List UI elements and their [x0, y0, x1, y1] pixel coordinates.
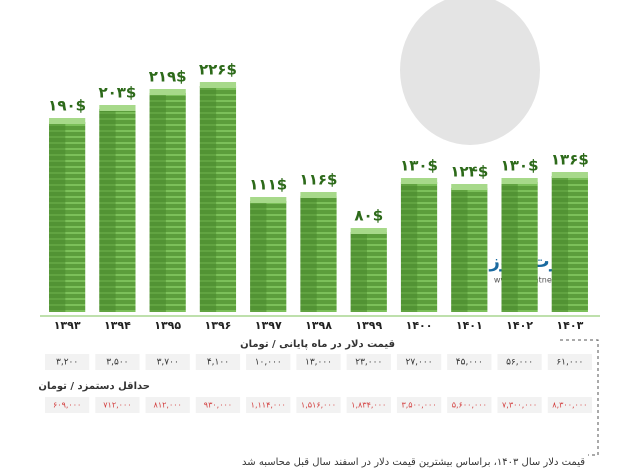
value-label: ۲۱۹$: [149, 68, 187, 86]
cell-bg: [447, 354, 492, 370]
bar-side: [199, 86, 217, 312]
cell-bg: [246, 354, 291, 370]
bar-top: [199, 82, 237, 88]
dashed-frame: [560, 339, 599, 456]
table-cell: ۵۶,۰۰۰: [506, 358, 533, 368]
value-label: ۱۲۴$: [450, 163, 488, 181]
table-cell: ۶۱,۰۰۰: [556, 358, 583, 368]
x-tick-label: ۱۳۹۴: [104, 319, 131, 332]
cell-bg: [396, 354, 442, 370]
table-cell: ۳,۷۰۰: [157, 358, 179, 368]
bar-side: [451, 188, 468, 312]
bar-top: [49, 118, 86, 124]
x-tick-label: ۱۳۹۷: [255, 319, 282, 332]
table-cell: ۷۱۲,۰۰۰: [103, 401, 131, 410]
background-image: [400, 0, 540, 145]
row-label: قیمت دلار در ماه پایانی / تومان: [240, 339, 395, 350]
table-cell: ۱,۸۳۴,۰۰۰: [351, 401, 386, 410]
x-tick-label: ۱۴۰۳: [556, 319, 583, 332]
table-cell: ۳,۲۰۰: [56, 358, 78, 368]
table-cell: ۴۵,۰۰۰: [456, 358, 483, 368]
table-cell: ۷,۳۰۰,۰۰۰: [502, 401, 537, 410]
table-cell: ۸۱۲,۰۰۰: [154, 401, 182, 410]
bar-top: [551, 172, 588, 178]
table-cell: ۶۰۹,۰۰۰: [53, 401, 81, 410]
x-tick-label: ۱۳۹۹: [355, 319, 382, 332]
x-tick-label: ۱۴۰۲: [506, 319, 533, 332]
table-cell: ۲۷,۰۰۰: [406, 358, 433, 368]
value-label: ۱۳۰$: [501, 157, 539, 175]
cell-bg: [246, 397, 291, 413]
x-tick-label: ۱۳۹۳: [54, 319, 81, 332]
x-tick-label: ۱۴۰۱: [456, 319, 483, 332]
cell-bg: [95, 354, 140, 370]
cell-bg: [497, 354, 542, 370]
cell-bg: [195, 397, 241, 413]
bar-side: [49, 122, 66, 312]
bar-side: [300, 196, 317, 312]
value-label: ۲۲۶$: [199, 61, 237, 79]
value-label: ۸۰$: [354, 207, 383, 225]
bar-top: [250, 197, 287, 203]
bar-top: [400, 178, 438, 184]
row-label: حداقل دستمزد / تومان: [38, 381, 150, 392]
footnote: قیمت دلار سال ۱۴۰۳، براساس بیشترین قیمت …: [242, 457, 585, 468]
bar-side: [350, 232, 367, 312]
cell-bg: [45, 354, 90, 370]
bar-side: [501, 182, 518, 312]
table-cell: ۳,۵۰۰: [106, 358, 128, 368]
value-label: ۱۱۱$: [249, 176, 287, 194]
x-tick-label: ۱۳۹۸: [305, 319, 332, 332]
bar-side: [99, 109, 116, 312]
cell-bg: [45, 397, 90, 413]
table-cell: ۲۳,۰۰۰: [355, 358, 382, 368]
bar-top: [350, 228, 387, 234]
cell-bg: [396, 397, 442, 413]
logo-url: www.tejaratnews.com: [494, 276, 582, 285]
cell-bg: [95, 397, 140, 413]
x-tick-label: ۱۳۹۵: [154, 319, 181, 332]
cell-bg: [195, 354, 241, 370]
bar-top: [149, 89, 186, 95]
cell-bg: [346, 354, 391, 370]
table-cell: ۸,۳۰۰,۰۰۰: [552, 401, 587, 410]
bar-top: [300, 192, 337, 198]
cell-bg: [296, 354, 341, 370]
bar-top: [99, 105, 136, 111]
table-cell: ۱,۱۱۴,۰۰۰: [251, 401, 286, 410]
value-label: ۱۹۰$: [48, 97, 86, 115]
x-tick-label: ۱۳۹۶: [205, 319, 232, 332]
value-label: ۱۳۰$: [400, 157, 438, 175]
cell-bg: [547, 354, 592, 370]
bar-side: [250, 201, 267, 312]
table-cell: ۱,۵۱۶,۰۰۰: [301, 401, 336, 410]
cell-bg: [547, 397, 592, 413]
x-tick-label: ۱۴۰۰: [406, 319, 433, 332]
cell-bg: [145, 354, 190, 370]
value-label: ۱۳۶$: [551, 151, 589, 169]
cell-bg: [145, 397, 190, 413]
bar-side: [400, 182, 418, 312]
table-cell: ۱۳,۰۰۰: [305, 358, 332, 368]
bar-side: [551, 176, 569, 312]
table-cell: ۹۳۰,۰۰۰: [204, 401, 232, 410]
table-cell: ۱۰,۰۰۰: [255, 358, 282, 368]
cell-bg: [447, 397, 492, 413]
table-cell: ۳,۵۰۰,۰۰۰: [401, 401, 436, 410]
value-label: ۱۱۶$: [300, 171, 338, 189]
bar-side: [149, 93, 166, 312]
bar-top: [501, 178, 538, 184]
table-cell: ۵,۶۰۰,۰۰۰: [452, 401, 487, 410]
cell-bg: [346, 397, 391, 413]
cell-bg: [497, 397, 542, 413]
table-cell: ۴,۱۰۰: [207, 358, 229, 368]
bar-top: [451, 184, 488, 190]
value-label: ۲۰۳$: [98, 84, 136, 102]
cell-bg: [296, 397, 341, 413]
